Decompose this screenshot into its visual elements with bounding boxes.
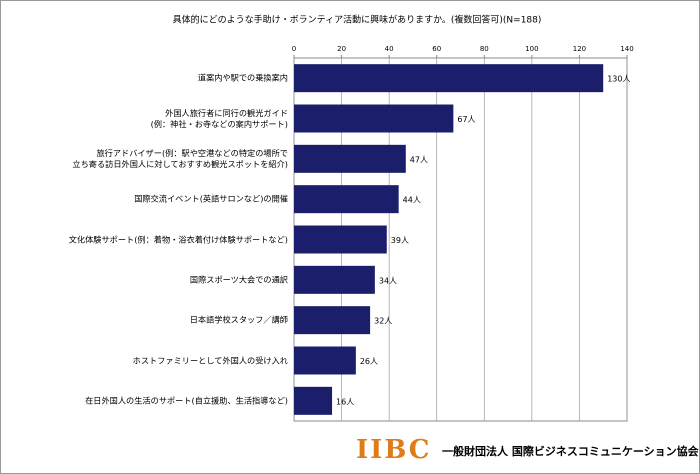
value-label: 26人 [360,357,378,366]
logo: IIBC [356,435,431,465]
bar [294,225,387,254]
bar [294,346,356,375]
bar [294,265,375,294]
x-tick-label: 0 [292,45,296,53]
category-label: 旅行アドバイザー(例：駅や空港などの特定の場所で 立ち寄る訪日外国人に対しておす… [72,147,288,169]
category-label: 国際交流イベント(英語サロンなど)の開催 [134,193,288,204]
bar [294,64,604,93]
bar [294,144,406,173]
value-label: 32人 [374,317,392,326]
value-label: 47人 [410,155,428,164]
chart-title: 具体的にどのような手助け・ボランティア活動に興味がありますか。(複数回答可)(N… [173,14,542,26]
x-tick-label: 20 [337,45,346,53]
category-label: 文化体験サポート(例：着物・浴衣着付け体験サポートなど) [68,234,288,244]
x-tick-label: 140 [620,45,633,53]
bar [294,386,333,415]
x-tick-label: 120 [573,45,586,53]
bar [294,185,399,214]
bar [294,104,454,133]
x-tick-label: 40 [385,45,394,53]
organization: 一般財団法人 国際ビジネスコミュニケーション協会 [442,444,699,458]
value-label: 44人 [403,196,421,205]
x-tick-label: 100 [525,45,538,53]
category-label: 外国人旅行者に同行の観光ガイド (例：神社・お寺などの案内サポート) [150,107,288,129]
x-tick-label: 80 [480,45,489,53]
bar [294,306,371,335]
category-label: 国際スポーツ大会での通訳 [189,274,288,285]
value-label: 16人 [336,397,354,406]
value-label: 67人 [457,115,475,124]
category-label: ホストファミリーとして外国人の受け入れ [132,355,288,365]
category-label: 在日外国人の生活のサポート(自立援助、生活指導など) [85,395,288,406]
value-label: 39人 [391,236,409,245]
category-label: 日本語学校スタッフ／講師 [189,314,288,325]
value-label: 34人 [379,276,397,285]
value-label: 130人 [607,75,630,84]
x-tick-label: 60 [432,45,441,53]
category-label: 道案内や駅での乗換案内 [197,72,288,83]
